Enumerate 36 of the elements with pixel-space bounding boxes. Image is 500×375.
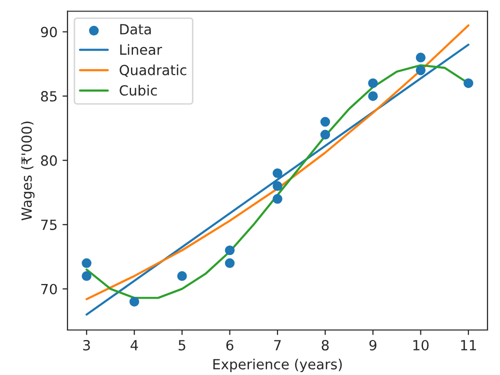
- point: [368, 78, 378, 88]
- y-tick-label: 85: [41, 91, 57, 102]
- x-tick-label: 10: [413, 340, 429, 350]
- point: [224, 258, 235, 268]
- x-tick-label: 6: [226, 340, 234, 350]
- x-tick-label: 8: [322, 340, 329, 350]
- point: [272, 194, 282, 204]
- x-tick-label: 9: [369, 340, 376, 350]
- y-axis-title: Wages (₹'000): [21, 122, 35, 220]
- y-tick-label: 80: [41, 155, 57, 166]
- point: [224, 245, 235, 256]
- legend-label: Quadratic: [120, 64, 186, 77]
- legend-label: Cubic: [120, 84, 157, 96]
- x-axis-title: Experience (years): [213, 358, 342, 372]
- point: [320, 116, 330, 127]
- x-tick-label: 3: [83, 340, 90, 350]
- point: [129, 296, 140, 307]
- x-tick-label: 4: [130, 340, 138, 350]
- point: [272, 168, 282, 178]
- point: [368, 91, 378, 101]
- x-tick-label: 5: [178, 340, 186, 350]
- y-tick-label: 75: [41, 220, 57, 230]
- point: [320, 130, 330, 140]
- point: [416, 66, 426, 76]
- point: [464, 78, 474, 88]
- point: [272, 181, 282, 191]
- x-tick-label: 7: [274, 340, 281, 350]
- legend-label: Data: [120, 24, 151, 34]
- point: [82, 271, 92, 281]
- y-tick-label: 90: [40, 26, 57, 38]
- y-tick-label: 70: [41, 284, 57, 294]
- legend-label: Linear: [120, 44, 162, 55]
- point: [177, 271, 187, 281]
- x-tick-label: 11: [461, 340, 476, 350]
- point: [416, 52, 426, 62]
- point: [82, 258, 92, 268]
